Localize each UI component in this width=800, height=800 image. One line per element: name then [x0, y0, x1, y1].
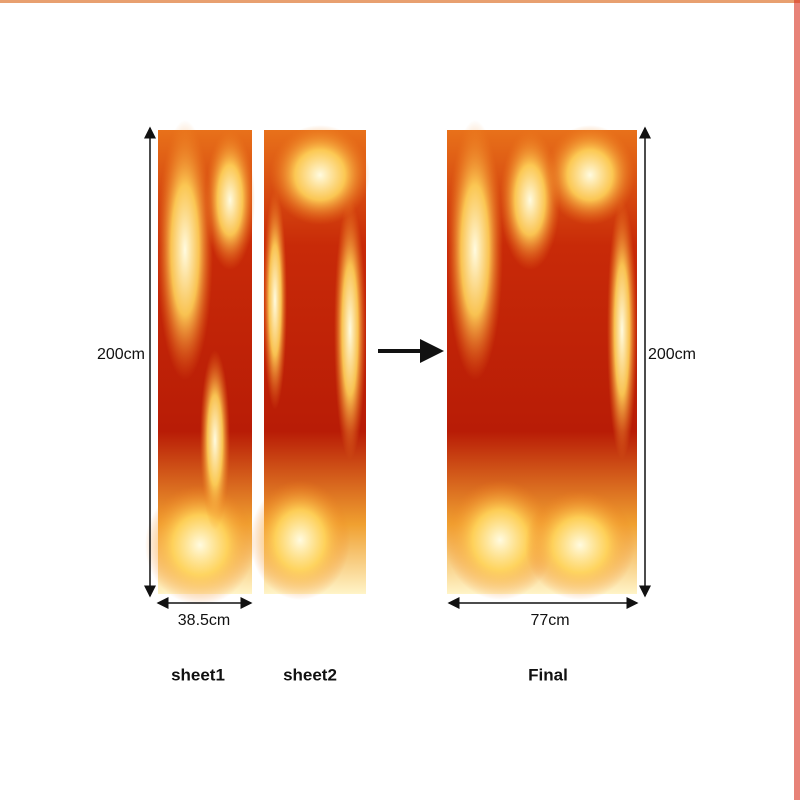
- final-label: Final: [528, 665, 568, 684]
- height-label: 200cm: [97, 346, 145, 363]
- final-panel: [445, 120, 637, 600]
- width-label: 38.5cm: [178, 612, 230, 629]
- sheet-label: sheet1: [171, 665, 225, 684]
- sheet2-panel: [250, 125, 370, 600]
- top-edge: [0, 0, 800, 3]
- right-edge: [794, 0, 800, 800]
- sheet1-panel: [145, 120, 255, 605]
- width-label: 77cm: [530, 612, 569, 629]
- height-label: 200cm: [648, 346, 696, 363]
- sheet-label: sheet2: [283, 665, 337, 684]
